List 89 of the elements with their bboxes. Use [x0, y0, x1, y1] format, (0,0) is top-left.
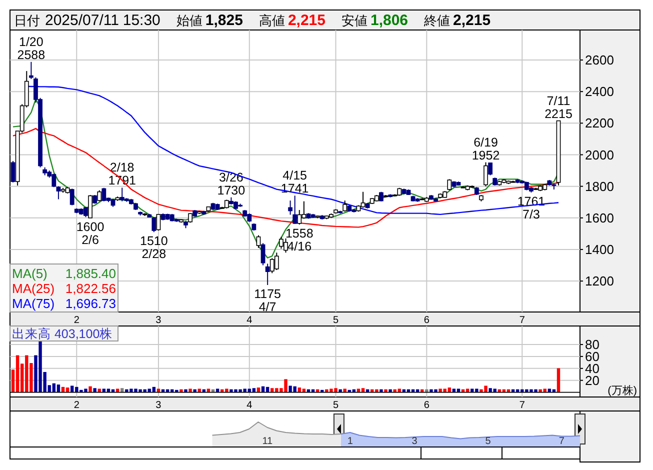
- x-tick-label: 3: [156, 315, 162, 326]
- bar: [380, 389, 383, 392]
- bar: [452, 388, 456, 392]
- candlestick: [297, 210, 302, 226]
- bar: [338, 389, 342, 392]
- candlestick: [152, 216, 156, 233]
- candlestick: [288, 200, 292, 216]
- bar: [398, 388, 401, 392]
- bar: [556, 368, 560, 392]
- bar: [188, 388, 192, 392]
- bar: [456, 388, 460, 392]
- bar: [388, 389, 392, 392]
- bar: [106, 388, 110, 392]
- annotation: 6/19 1952: [472, 135, 500, 162]
- annotation: 1600 2/6: [76, 220, 104, 247]
- bar: [102, 388, 106, 392]
- annotation: 1175 4/7: [254, 287, 282, 314]
- bar: [70, 386, 74, 392]
- text: MA(5) 1,885.40: [12, 266, 116, 281]
- x-tick-label: 2: [74, 315, 80, 326]
- candlestick: [488, 162, 493, 176]
- chart-title: 日付 2025/07/11 15:30 始値 1,825 高値 2,215 安値 1,806 終値 2,215: [14, 12, 491, 29]
- candlestick: [156, 213, 161, 232]
- bar: [180, 389, 183, 392]
- y-tick-label: 2200: [585, 116, 614, 131]
- bar: [56, 384, 60, 392]
- bar: [93, 388, 96, 392]
- candlestick: [484, 162, 488, 187]
- bar: [343, 388, 346, 392]
- x-tick-label: 3: [412, 436, 418, 447]
- candlestick: [260, 242, 266, 266]
- candlestick: [188, 212, 192, 224]
- bar: [425, 389, 428, 392]
- bar: [156, 388, 160, 392]
- x-tick-label: 3: [156, 400, 162, 411]
- x-tick-label: 7: [519, 400, 526, 411]
- candlestick: [447, 178, 452, 191]
- bar: [206, 388, 210, 392]
- y-tick-label: 2400: [585, 84, 614, 100]
- x-tick-label: 2: [74, 400, 80, 411]
- text: MA(75) 1,696.73: [12, 296, 116, 311]
- bar: [302, 388, 306, 392]
- bar: [116, 388, 120, 392]
- x-tick-label: 4: [246, 315, 253, 326]
- bar: [193, 389, 196, 392]
- x-tick-label: 5: [332, 400, 339, 411]
- candlestick: [10, 160, 16, 183]
- y-tick-label: 1600: [585, 210, 614, 226]
- x-tick-label: 7: [558, 436, 565, 447]
- bar: [356, 388, 360, 392]
- bar: [466, 388, 470, 392]
- annotation: 7/11 2215: [544, 94, 572, 121]
- annotation: 1/20 2588: [17, 34, 46, 62]
- annotation: 4/15 1741: [280, 168, 309, 196]
- x-tick-label: 1: [347, 436, 354, 447]
- bar: [184, 389, 188, 392]
- y-tick-label: 1200: [585, 274, 614, 289]
- annotation: 1510 2/28: [140, 234, 168, 262]
- x-tick-label: 6: [424, 315, 430, 326]
- bar: [216, 388, 220, 392]
- x-tick-label: 7: [519, 315, 526, 326]
- bar: [548, 388, 552, 392]
- candlestick: [88, 194, 92, 218]
- candlestick: [274, 252, 279, 270]
- candlestick: [265, 263, 270, 286]
- candlestick: [70, 188, 74, 206]
- candlestick: [342, 200, 348, 212]
- candlestick: [256, 234, 261, 248]
- candlestick: [56, 186, 61, 200]
- bar: [384, 389, 388, 392]
- text: MA(25) 1,822.56: [12, 281, 116, 296]
- x-tick-label: 6: [424, 400, 430, 411]
- x-tick-label: 11: [262, 436, 274, 447]
- candlestick: [102, 187, 106, 202]
- bar: [88, 386, 92, 392]
- candlestick: [292, 195, 298, 224]
- x-tick-label: 4: [246, 400, 253, 411]
- y-tick-label: 2000: [585, 147, 614, 162]
- y-axis-title: (万株): [608, 384, 637, 397]
- y-tick-label: 1800: [585, 178, 614, 194]
- x-tick-label: 5: [485, 436, 492, 447]
- y-tick-label: 2600: [585, 52, 614, 68]
- bar: [98, 388, 101, 392]
- bar: [198, 388, 201, 392]
- candlestick: [97, 190, 102, 202]
- annotation: 出来高 403,100株: [12, 326, 113, 341]
- y-tick-label: 1400: [585, 242, 614, 258]
- bar: [16, 355, 20, 392]
- x-tick-label: 5: [332, 315, 339, 326]
